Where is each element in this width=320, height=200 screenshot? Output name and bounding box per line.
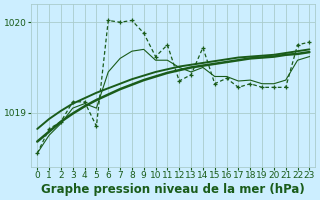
X-axis label: Graphe pression niveau de la mer (hPa): Graphe pression niveau de la mer (hPa) [42,183,305,196]
